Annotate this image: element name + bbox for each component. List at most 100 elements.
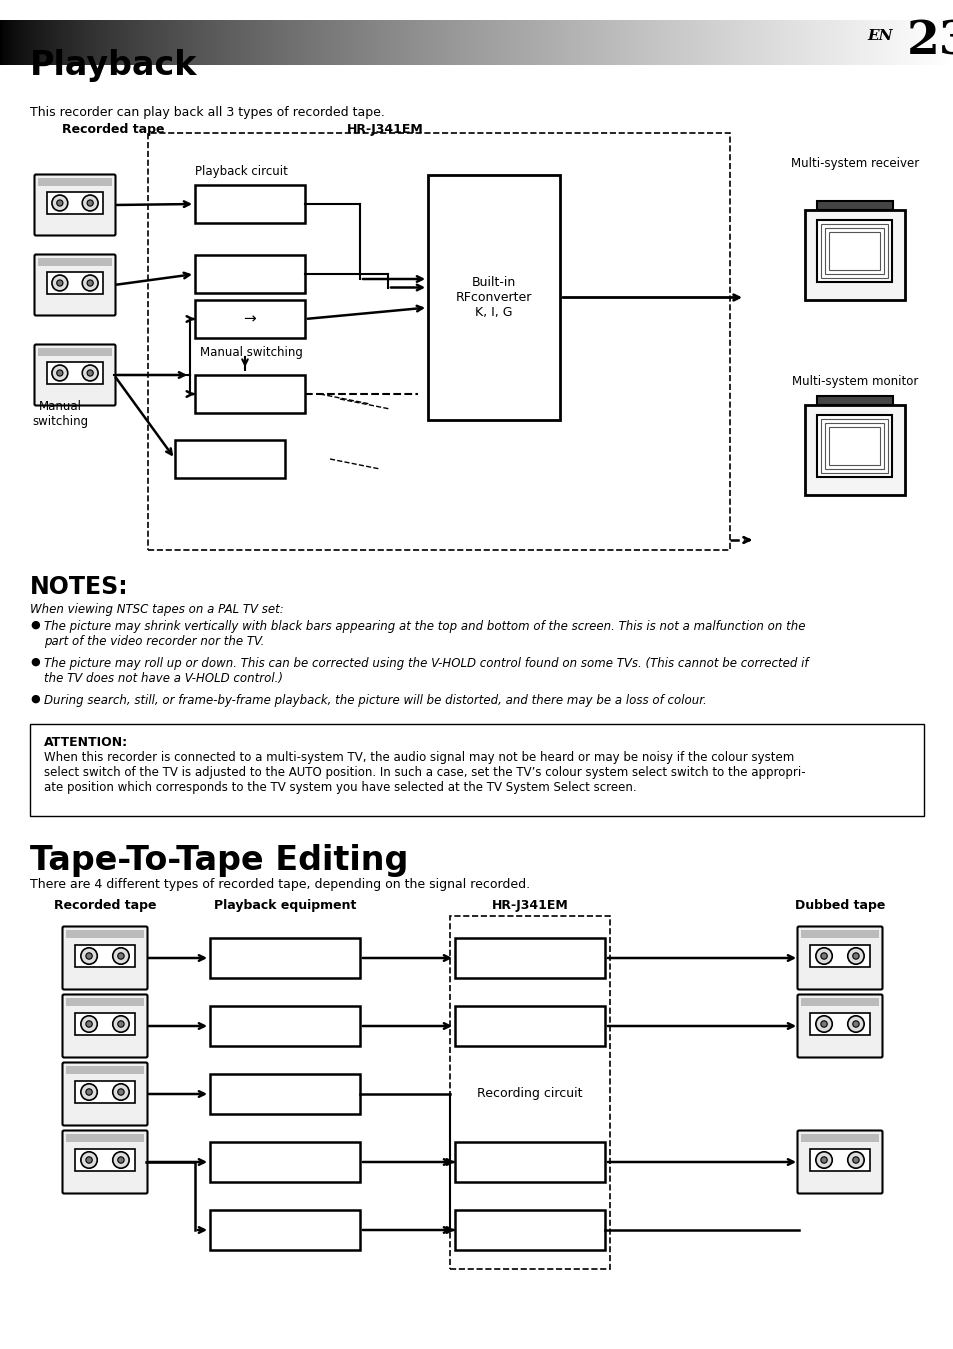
Bar: [47, 20, 48, 65]
Bar: [901, 20, 902, 65]
Bar: [894, 20, 895, 65]
Bar: [132, 20, 133, 65]
Bar: [142, 20, 143, 65]
Bar: [78, 20, 79, 65]
Bar: [686, 20, 687, 65]
Bar: [55, 20, 56, 65]
Bar: [900, 20, 901, 65]
Bar: [490, 20, 491, 65]
Bar: [804, 405, 904, 495]
Bar: [181, 20, 182, 65]
Bar: [472, 20, 473, 65]
Bar: [261, 20, 262, 65]
Bar: [523, 20, 524, 65]
Bar: [231, 20, 232, 65]
FancyBboxPatch shape: [797, 1130, 882, 1194]
Bar: [328, 20, 329, 65]
Bar: [495, 20, 496, 65]
Text: ●: ●: [30, 693, 40, 704]
Bar: [316, 20, 317, 65]
Bar: [410, 20, 411, 65]
Bar: [657, 20, 658, 65]
Bar: [119, 20, 120, 65]
Bar: [926, 20, 927, 65]
Bar: [510, 20, 511, 65]
FancyBboxPatch shape: [797, 927, 882, 990]
Bar: [412, 20, 413, 65]
Bar: [356, 20, 357, 65]
FancyBboxPatch shape: [63, 1063, 148, 1125]
Bar: [887, 20, 888, 65]
Bar: [104, 20, 105, 65]
Bar: [160, 20, 161, 65]
Bar: [573, 20, 574, 65]
Bar: [557, 20, 558, 65]
Bar: [390, 20, 391, 65]
Bar: [656, 20, 657, 65]
Bar: [808, 20, 809, 65]
Bar: [735, 20, 737, 65]
Bar: [621, 20, 622, 65]
Bar: [374, 20, 375, 65]
Bar: [940, 20, 941, 65]
Text: When viewing NTSC tapes on a PAL TV set:: When viewing NTSC tapes on a PAL TV set:: [30, 603, 283, 616]
Bar: [70, 20, 71, 65]
Bar: [385, 20, 386, 65]
Bar: [801, 929, 878, 938]
Bar: [269, 20, 270, 65]
Bar: [241, 20, 242, 65]
Text: NOTES:: NOTES:: [30, 575, 129, 599]
Bar: [540, 20, 541, 65]
Circle shape: [847, 1152, 863, 1168]
Bar: [891, 20, 892, 65]
Bar: [433, 20, 434, 65]
Bar: [98, 20, 99, 65]
Bar: [921, 20, 923, 65]
Text: Manual
switching: Manual switching: [31, 401, 88, 428]
Bar: [553, 20, 554, 65]
Bar: [737, 20, 738, 65]
Text: Recorded tape: Recorded tape: [62, 123, 164, 136]
Circle shape: [87, 370, 93, 376]
Bar: [551, 20, 552, 65]
Circle shape: [852, 1157, 859, 1163]
Bar: [221, 20, 222, 65]
Bar: [149, 20, 150, 65]
Bar: [544, 20, 545, 65]
Bar: [497, 20, 498, 65]
Bar: [455, 1210, 604, 1251]
Bar: [354, 20, 355, 65]
Bar: [90, 20, 91, 65]
Bar: [547, 20, 548, 65]
Bar: [447, 20, 448, 65]
Bar: [584, 20, 585, 65]
Bar: [162, 20, 163, 65]
Bar: [689, 20, 690, 65]
Bar: [456, 20, 457, 65]
Bar: [772, 20, 773, 65]
Bar: [194, 255, 305, 293]
Bar: [210, 1210, 359, 1251]
Bar: [324, 20, 325, 65]
Bar: [275, 20, 276, 65]
Bar: [684, 20, 685, 65]
Bar: [588, 20, 589, 65]
Bar: [140, 20, 141, 65]
Bar: [846, 20, 847, 65]
Bar: [476, 20, 477, 65]
Bar: [516, 20, 517, 65]
Bar: [379, 20, 380, 65]
Bar: [128, 20, 129, 65]
Bar: [277, 20, 278, 65]
Bar: [345, 20, 346, 65]
Bar: [17, 20, 18, 65]
Bar: [108, 20, 109, 65]
Circle shape: [112, 948, 129, 965]
Circle shape: [82, 196, 98, 210]
Circle shape: [112, 1083, 129, 1101]
Bar: [927, 20, 928, 65]
Bar: [665, 20, 666, 65]
Bar: [725, 20, 726, 65]
Bar: [443, 20, 444, 65]
Bar: [195, 20, 196, 65]
